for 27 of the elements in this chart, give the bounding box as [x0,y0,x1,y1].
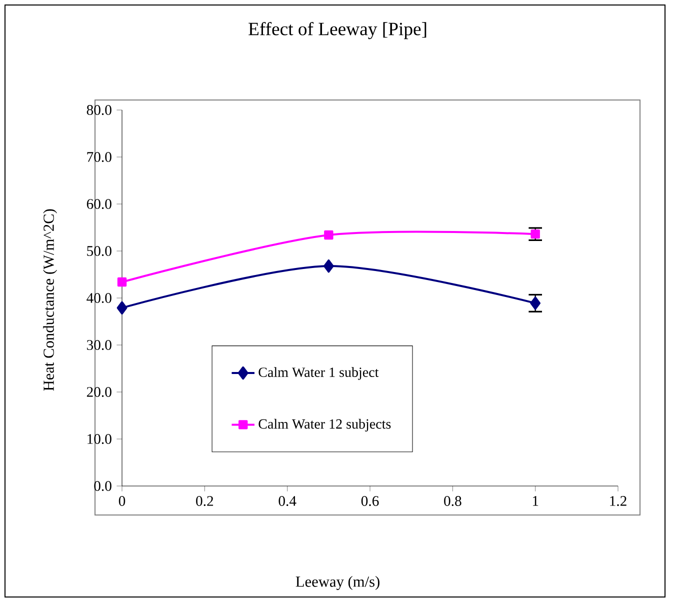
y-tick-label: 40.0 [86,293,112,303]
y-tick-label: 10.0 [88,434,112,444]
y-tick-label: 60.0 [86,199,112,209]
y-tick-label: 0.0 [94,481,112,491]
y-tick-label: 50.0 [87,246,112,256]
point [530,229,540,239]
x-axis-title: Leeway (m/s) [296,576,380,590]
point [117,277,127,287]
legend-label: Calm Water 1 subject [258,367,379,380]
x-tick-label: 0.4 [278,496,296,506]
chart-title: Effect of Leeway [Pipe] [248,22,426,40]
x-tick-label: 0.8 [444,496,462,506]
x-tick-label: 1.2 [610,496,626,506]
y-tick-label: 20.0 [86,387,112,397]
x-tick-label: 0 [118,496,126,506]
legend-label: Calm Water 12 subjects [258,418,391,432]
point [116,301,128,314]
x-tick-label: 1 [532,496,538,506]
y-tick-label: 80.0 [86,105,112,115]
y-tick-label: 70.0 [87,152,112,162]
y-axis-title: Heat Conductance (W/m^2C) [43,209,58,391]
point [324,230,334,240]
point [530,296,541,310]
x-tick-label: 0.2 [196,496,214,506]
x-tick-label: 0.6 [361,496,379,506]
y-tick-label: 30.0 [87,340,112,350]
point [323,259,334,273]
